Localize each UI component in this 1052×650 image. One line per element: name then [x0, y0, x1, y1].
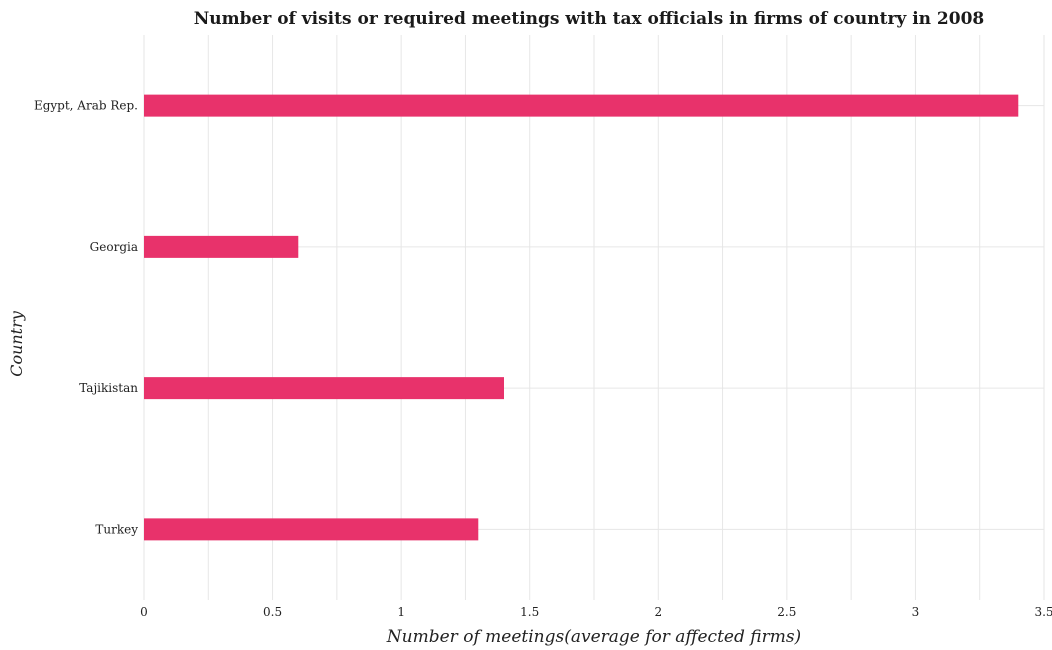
- bar-georgia: [144, 235, 299, 258]
- y-tick-label: Turkey: [95, 522, 138, 536]
- bar-tajikistan: [144, 377, 504, 400]
- bar-egypt-arab-rep: [144, 94, 1019, 117]
- y-tick-label: Egypt, Arab Rep.: [34, 99, 138, 113]
- x-tick-label: 3.5: [1034, 605, 1052, 619]
- chart-title: Number of visits or required meetings wi…: [194, 9, 985, 29]
- x-tick-label: 2.5: [777, 605, 796, 619]
- x-tick-label: 0: [140, 605, 148, 619]
- bars: [144, 94, 1019, 541]
- x-tick-labels: 0 0.5 1 1.5 2 2.5 3 3.5: [140, 605, 1052, 619]
- x-tick-label: 1: [397, 605, 405, 619]
- x-tick-label: 0.5: [263, 605, 282, 619]
- x-tick-label: 1.5: [520, 605, 539, 619]
- y-tick-label: Tajikistan: [79, 381, 138, 395]
- x-axis-label: Number of meetings(average for affected …: [386, 627, 801, 647]
- y-tick-label: Georgia: [90, 240, 138, 254]
- x-tick-label: 2: [654, 605, 662, 619]
- y-tick-labels: Egypt, Arab Rep. Georgia Tajikistan Turkey: [34, 99, 138, 537]
- bar-turkey: [144, 518, 479, 541]
- grid-lines: [143, 35, 1045, 600]
- x-tick-label: 3: [912, 605, 920, 619]
- y-axis-label: Country: [7, 310, 26, 377]
